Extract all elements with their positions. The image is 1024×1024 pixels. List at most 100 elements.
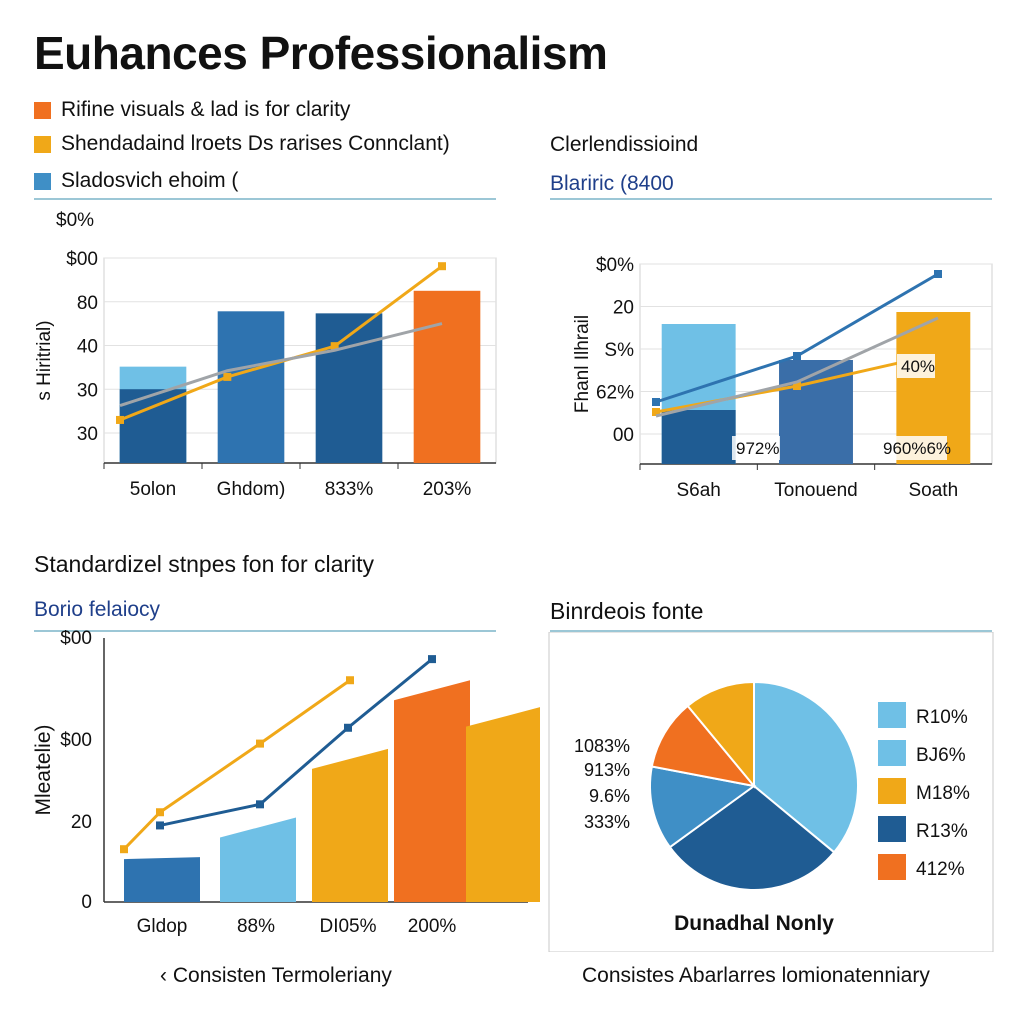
y-tick-label: $00 <box>60 630 92 649</box>
footer-note: Consistes Abarlarres lomionatenniary <box>582 964 930 987</box>
legend-item: Sladosvich ehoim ( <box>34 168 238 194</box>
series-point <box>652 398 660 406</box>
panel-frame <box>548 632 994 952</box>
chart-heading: Clerlendissioind <box>550 133 699 156</box>
divider <box>34 198 496 200</box>
y-tick-label: 30 <box>77 424 98 445</box>
x-tick-label: Gldop <box>137 916 188 937</box>
bar-chart-2: $0% 20 S% 62% 00 S6ah Tonouend Soath Fhanl Ilhra… <box>572 255 993 501</box>
series-line <box>122 679 351 851</box>
pie-slice <box>686 680 755 789</box>
data-label: 972% <box>736 439 779 458</box>
series-point <box>116 415 124 424</box>
legend-swatch <box>878 816 906 842</box>
chart-title: Dunadhal Nonly <box>674 912 834 935</box>
y-tick-label: 00 <box>613 425 634 446</box>
legend-label: Rifine visuals & lad is for clarity <box>61 98 351 121</box>
data-label-bg <box>879 436 947 460</box>
series-point <box>428 655 436 664</box>
bar <box>220 817 296 902</box>
x-tick-label: Tonouend <box>774 480 857 501</box>
x-tick-label: 5olon <box>130 479 177 500</box>
pie-slice <box>650 704 757 788</box>
bar <box>315 313 383 463</box>
series-line <box>159 657 433 827</box>
y-tick-label: $00 <box>66 249 98 270</box>
series-point <box>344 723 352 732</box>
chevron-left-icon: ‹ <box>160 964 167 987</box>
chart-heading: Binrdeois fonte <box>550 598 704 624</box>
series-point <box>934 350 942 358</box>
pie-slice <box>649 765 757 849</box>
bar <box>119 389 187 463</box>
series-point <box>120 845 128 854</box>
x-tick-label: 203% <box>423 479 472 500</box>
x-tick-label: 200% <box>408 916 457 937</box>
divider <box>34 630 496 632</box>
data-label: 40% <box>901 357 935 376</box>
slice-label: 1083% <box>574 736 630 756</box>
divider <box>550 630 992 632</box>
y-tick-label: 40 <box>77 337 98 358</box>
series-point <box>793 352 801 360</box>
legend-swatch <box>878 702 906 728</box>
series-point <box>652 408 660 416</box>
y-tick-label: 20 <box>71 812 92 833</box>
series-point <box>330 342 339 351</box>
y-tick-label: $00 <box>60 730 92 751</box>
y-axis-label: Fhanl Ilhrail <box>572 315 593 413</box>
x-tick-label: DI05% <box>319 916 376 937</box>
bar <box>217 311 285 463</box>
pie-slice <box>668 784 836 891</box>
y-tick-label: 0 <box>81 892 92 913</box>
series-line <box>119 322 443 408</box>
data-label-bg <box>897 354 935 378</box>
bar <box>124 857 200 902</box>
series-point <box>223 372 232 381</box>
y-tick-label: 30 <box>77 380 98 401</box>
bar-chart-1: $0% $00 80 40 30 30 5olon Ghdom) 833% 203% s Hirit… <box>34 210 497 500</box>
bar <box>312 748 388 902</box>
data-label: 960%6% <box>883 439 951 458</box>
y-axis-label: s Hiritrial) <box>34 320 55 400</box>
legend-swatch <box>34 172 51 190</box>
legend-label: 412% <box>916 859 965 880</box>
series-point <box>256 739 264 748</box>
y-axis-label: Mleatelie) <box>32 724 55 815</box>
y-tick-label: 62% <box>596 383 634 404</box>
bar-chart-3: $00 $00 20 0 Gldop 88% DI05% 200% Mleatelie) <box>32 630 540 937</box>
series-point <box>934 270 942 278</box>
series-point <box>346 676 354 685</box>
legend-swatch <box>34 135 51 153</box>
legend-swatch <box>878 778 906 804</box>
bar <box>661 410 736 464</box>
legend-label: R13% <box>916 821 968 842</box>
series-point <box>156 821 164 830</box>
footer-note: ‹ Consisten Termoleriany <box>160 964 392 988</box>
series-point <box>438 262 446 271</box>
bar <box>413 290 481 463</box>
legend-swatch <box>34 101 51 119</box>
divider <box>550 198 992 200</box>
series-point <box>256 800 264 809</box>
page-title: Euhances Professionalism <box>34 27 608 79</box>
chart-top-label: $0% <box>56 210 94 231</box>
x-tick-label: Soath <box>909 480 959 501</box>
section-heading: Standardizel stnpes fon for clarity <box>34 551 375 577</box>
legend-label: BJ6% <box>916 745 966 766</box>
legend-swatch <box>878 854 906 880</box>
y-tick-label: S% <box>604 340 634 361</box>
y-tick-label: 20 <box>613 298 634 319</box>
chart-subheading: Borio felaiocy <box>34 598 161 621</box>
series-point <box>793 382 801 390</box>
y-tick-label: 80 <box>77 293 98 314</box>
x-tick-label: Ghdom) <box>217 479 286 500</box>
bar <box>466 707 540 902</box>
data-label-bg <box>732 436 780 460</box>
series-line <box>655 316 939 418</box>
chart-subheading: Blariric (8400 <box>550 172 674 195</box>
legend-swatch <box>878 740 906 766</box>
slice-label: 9.6% <box>589 786 630 806</box>
bar <box>394 680 470 902</box>
series-point <box>156 808 164 817</box>
